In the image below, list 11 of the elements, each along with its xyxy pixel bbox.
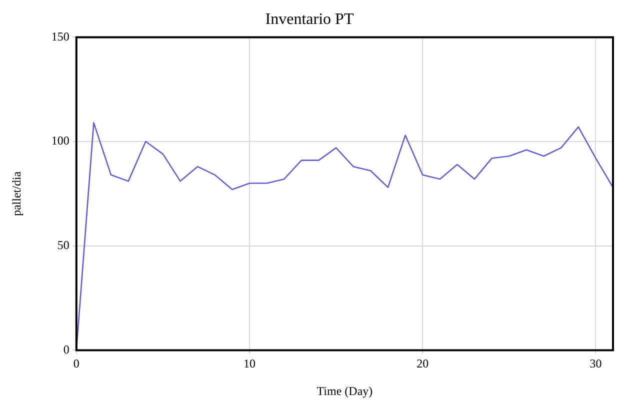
y-axis-title: pallet/dia [9,170,24,216]
y-tick-label: 50 [57,238,70,252]
x-tick-label: 20 [416,356,429,371]
x-axis-title: Time (Day) [316,384,373,398]
y-tick-label: 100 [51,134,70,148]
y-tick-label: 0 [63,342,70,356]
y-tick-label: 150 [51,29,70,44]
chart-title: Inventario PT [265,10,354,28]
x-tick-label: 10 [243,356,256,371]
x-tick-label: 30 [590,356,602,371]
x-tick-label: 0 [73,356,80,371]
